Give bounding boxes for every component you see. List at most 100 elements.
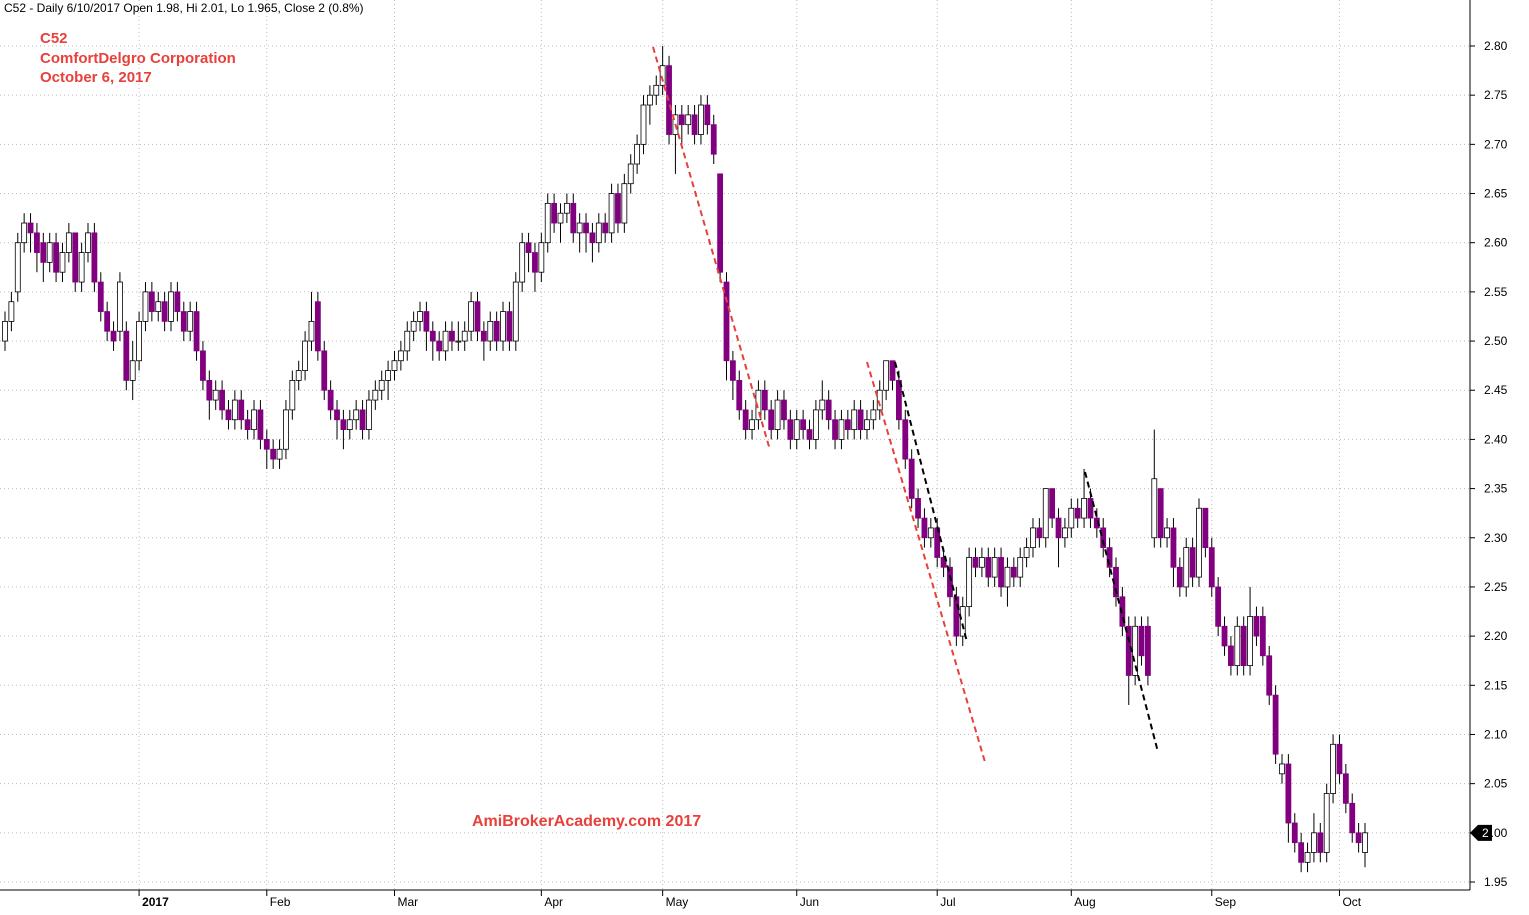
axis-labels: 1.952.002.052.102.152.202.252.302.352.40… <box>138 39 1508 909</box>
candle-body <box>742 409 749 430</box>
candle-body <box>800 419 807 430</box>
candle-body <box>947 566 953 598</box>
x-tick-label: Oct <box>1342 895 1361 909</box>
candle-body <box>589 232 596 244</box>
candle-body <box>302 340 308 371</box>
candle-body <box>1042 488 1049 539</box>
y-tick-label: 2.05 <box>1484 777 1508 791</box>
candle-body <box>187 311 194 332</box>
trend-line <box>894 361 968 643</box>
candle-body <box>1298 842 1305 863</box>
candle-body <box>1081 498 1087 519</box>
candle-body <box>289 379 296 411</box>
y-tick-label: 2.10 <box>1484 727 1508 741</box>
candle-body <box>1247 616 1253 667</box>
candle-body <box>1336 743 1343 775</box>
last-price-label: 2 <box>1482 826 1489 840</box>
candle-body <box>117 281 123 332</box>
candle-body <box>174 291 181 312</box>
candle-body <box>142 291 149 322</box>
candle-body <box>1087 498 1094 519</box>
candle-body <box>749 419 755 430</box>
candle-body <box>493 320 500 342</box>
candle-body <box>1285 763 1292 824</box>
candle-body <box>270 448 277 460</box>
candle-body <box>698 104 704 135</box>
candle-body <box>615 193 621 224</box>
candle-body <box>532 252 538 273</box>
candle-body <box>1010 566 1017 578</box>
y-tick-label: 2.60 <box>1484 236 1508 250</box>
candle-body <box>781 399 787 421</box>
candle-body <box>129 360 136 381</box>
candle-body <box>787 419 794 440</box>
candle-body <box>729 360 736 381</box>
header: C52 - Daily 6/10/2017 Open 1.98, Hi 2.01… <box>4 1 364 15</box>
y-tick-label: 2.30 <box>1484 531 1508 545</box>
candle-body <box>851 409 858 430</box>
candle-body <box>148 291 155 312</box>
candle-body <box>602 222 609 234</box>
candle-body <box>480 330 487 342</box>
candle-body <box>908 458 915 499</box>
candle-body <box>1062 527 1068 539</box>
candle-body <box>576 222 583 234</box>
candle-body <box>1304 852 1311 863</box>
candle-body <box>238 399 245 421</box>
candle-body <box>397 350 404 362</box>
candle-body <box>468 301 475 332</box>
candle-body <box>940 557 947 568</box>
trend-lines <box>652 46 1159 763</box>
candle-body <box>927 527 934 539</box>
candle-body <box>251 409 257 430</box>
candle-body <box>915 498 921 519</box>
candle-body <box>449 330 455 342</box>
candle-body <box>506 311 513 342</box>
candle-body <box>378 379 385 391</box>
candle-body <box>1330 743 1336 794</box>
candle-body <box>1279 763 1285 775</box>
candle-body <box>1311 832 1317 853</box>
candle-body <box>1240 625 1247 667</box>
candle-body <box>257 409 264 440</box>
candle-body <box>1170 527 1177 568</box>
candle-body <box>1196 507 1202 578</box>
candle-body <box>953 596 960 637</box>
candle-body <box>417 311 423 322</box>
candle-body <box>353 409 360 421</box>
candle-body <box>283 409 289 450</box>
candle-body <box>1125 625 1132 676</box>
y-tick-label: 2.20 <box>1484 629 1508 643</box>
candle-body <box>1049 488 1056 519</box>
candle-body <box>634 143 641 165</box>
candle-body <box>385 370 391 381</box>
candle-body <box>819 399 826 411</box>
candle-body <box>1100 527 1107 548</box>
candle-body <box>959 606 966 637</box>
x-tick-label: Apr <box>544 895 563 909</box>
candle-body <box>65 232 72 253</box>
candle-body <box>1030 527 1036 548</box>
candle-body <box>1221 625 1228 647</box>
chart-date: October 6, 2017 <box>40 69 152 86</box>
candle-body <box>1208 547 1215 588</box>
candle-body <box>474 301 481 332</box>
y-tick-label: 2.80 <box>1484 39 1508 53</box>
candle-body <box>704 104 711 126</box>
candle-body <box>825 399 832 421</box>
candle-body <box>85 232 91 253</box>
y-tick-label: 2.25 <box>1484 580 1508 594</box>
candle-body <box>1234 625 1241 667</box>
candles <box>2 46 1368 873</box>
x-tick-label: Sep <box>1215 895 1237 909</box>
candle-body <box>14 242 21 293</box>
candle-body <box>1253 616 1260 637</box>
candle-body <box>1004 566 1011 588</box>
candle-body <box>979 557 985 568</box>
candle-body <box>1151 478 1158 539</box>
candle-body <box>97 281 104 312</box>
x-tick-label: Jul <box>940 895 955 909</box>
candle-body <box>793 419 800 440</box>
candle-body <box>276 448 283 460</box>
